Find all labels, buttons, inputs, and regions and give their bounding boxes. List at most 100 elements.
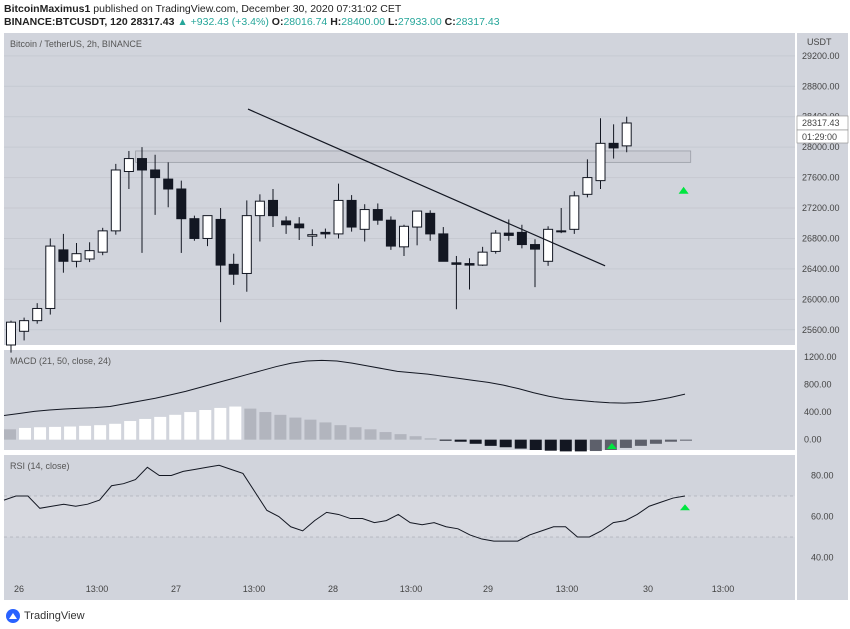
candle [215, 208, 226, 323]
macd-hist-bar [4, 429, 16, 440]
price-tick-label: 28000.00 [802, 142, 840, 152]
candle [543, 226, 554, 266]
candle-body [254, 200, 265, 217]
macd-hist-bar [289, 417, 302, 440]
ohlc-h-label: H: [330, 16, 342, 28]
rsi-tick-label: 80.00 [811, 471, 834, 481]
macd-hist-bar [679, 439, 692, 441]
footer-brand[interactable]: TradingView [6, 609, 85, 623]
macd-hist-bar [214, 407, 227, 440]
buy-signal-arrow [678, 186, 689, 194]
macd-hist-bar [244, 408, 257, 440]
macd-hist-bar [544, 439, 557, 451]
candle-body [372, 209, 383, 221]
macd-hist-bar [259, 412, 272, 440]
candle [150, 154, 161, 215]
time-tick-label: 13:00 [243, 584, 266, 594]
price-tick-label: 26400.00 [802, 264, 840, 274]
candle-body [150, 169, 161, 179]
candle-body [451, 262, 462, 265]
price-tick-label: 27200.00 [802, 203, 840, 213]
candle-body [176, 188, 187, 220]
candle-body [582, 177, 593, 195]
macd-hist-bar [94, 425, 107, 440]
candle [97, 227, 108, 256]
rsi-title: RSI (14, close) [10, 461, 70, 471]
time-tick-label: 27 [171, 584, 181, 594]
time-tick-label: 29 [483, 584, 493, 594]
time-tick-label: 26 [14, 584, 24, 594]
candle [307, 229, 318, 247]
macd-hist-bar [529, 439, 542, 450]
macd-line [3, 359, 686, 417]
macd-hist-bar [649, 439, 662, 444]
author-name[interactable]: BitcoinMaximus1 [4, 3, 91, 15]
macd-hist-bar [499, 439, 512, 448]
candle [464, 258, 475, 290]
macd-hist-bar [664, 439, 677, 442]
ohlc-l-label: L: [388, 16, 398, 28]
candle-body [268, 199, 278, 217]
candle [372, 203, 383, 225]
candle-body [621, 122, 632, 147]
candle [582, 159, 593, 198]
candle-body [32, 307, 43, 322]
rsi-tick-label: 40.00 [811, 553, 834, 563]
candle [595, 118, 606, 189]
ohlc-c-label: C: [444, 16, 456, 28]
candle-body [6, 321, 16, 346]
time-tick-label: 13:00 [556, 584, 579, 594]
macd-hist-bar [184, 412, 197, 440]
symbol-label: BINANCE:BTCUSDT, 120 [4, 16, 128, 28]
candle-body [543, 228, 554, 262]
candle [359, 204, 370, 242]
macd-hist-bar [79, 425, 92, 440]
macd-hist-bar [574, 439, 587, 452]
macd-hist-bar [49, 426, 62, 440]
macd-hist-bar [514, 439, 527, 449]
footer-brand-label: TradingView [24, 610, 85, 622]
candle [333, 183, 344, 239]
macd-hist-bar [19, 427, 32, 440]
candle-body [19, 320, 30, 332]
candle [228, 253, 239, 285]
candle [608, 124, 619, 159]
time-tick-label: 30 [643, 584, 653, 594]
candle [202, 215, 213, 247]
ohlc-c-value: 28317.43 [455, 16, 500, 28]
macd-hist-bar [154, 416, 167, 440]
time-tick-label: 13:00 [400, 584, 423, 594]
candle-body [359, 209, 370, 230]
macd-hist-bar [334, 425, 347, 440]
candle [412, 210, 423, 246]
candle [556, 208, 567, 234]
tradingview-logo-icon [6, 609, 20, 623]
rsi-line [3, 464, 686, 542]
candle-body [163, 178, 174, 190]
ohlc-l-value: 27933.00 [397, 16, 442, 28]
candle [621, 116, 632, 153]
candle [346, 195, 357, 232]
countdown-tag-label: 01:29:00 [802, 132, 837, 142]
candle-body [412, 210, 423, 228]
price-tick-label: 26800.00 [802, 233, 840, 243]
candle [123, 150, 134, 189]
macd-hist-bar [34, 427, 47, 440]
candle-body [556, 230, 567, 233]
candle-body [137, 158, 147, 171]
macd-hist-bar [469, 439, 482, 444]
candle [71, 243, 82, 268]
rsi-tick-label: 60.00 [811, 512, 834, 522]
candle [477, 246, 488, 266]
ohlc-o-value: 28016.74 [283, 16, 328, 28]
rsi-signal-arrow [680, 504, 690, 511]
candle [110, 163, 121, 235]
candle [294, 217, 305, 240]
candle-body [438, 233, 449, 262]
price-pane [4, 33, 795, 345]
macd-hist-bar [394, 434, 407, 440]
macd-signal-arrow [606, 443, 617, 449]
candle-body [333, 199, 344, 235]
candle [530, 239, 540, 288]
